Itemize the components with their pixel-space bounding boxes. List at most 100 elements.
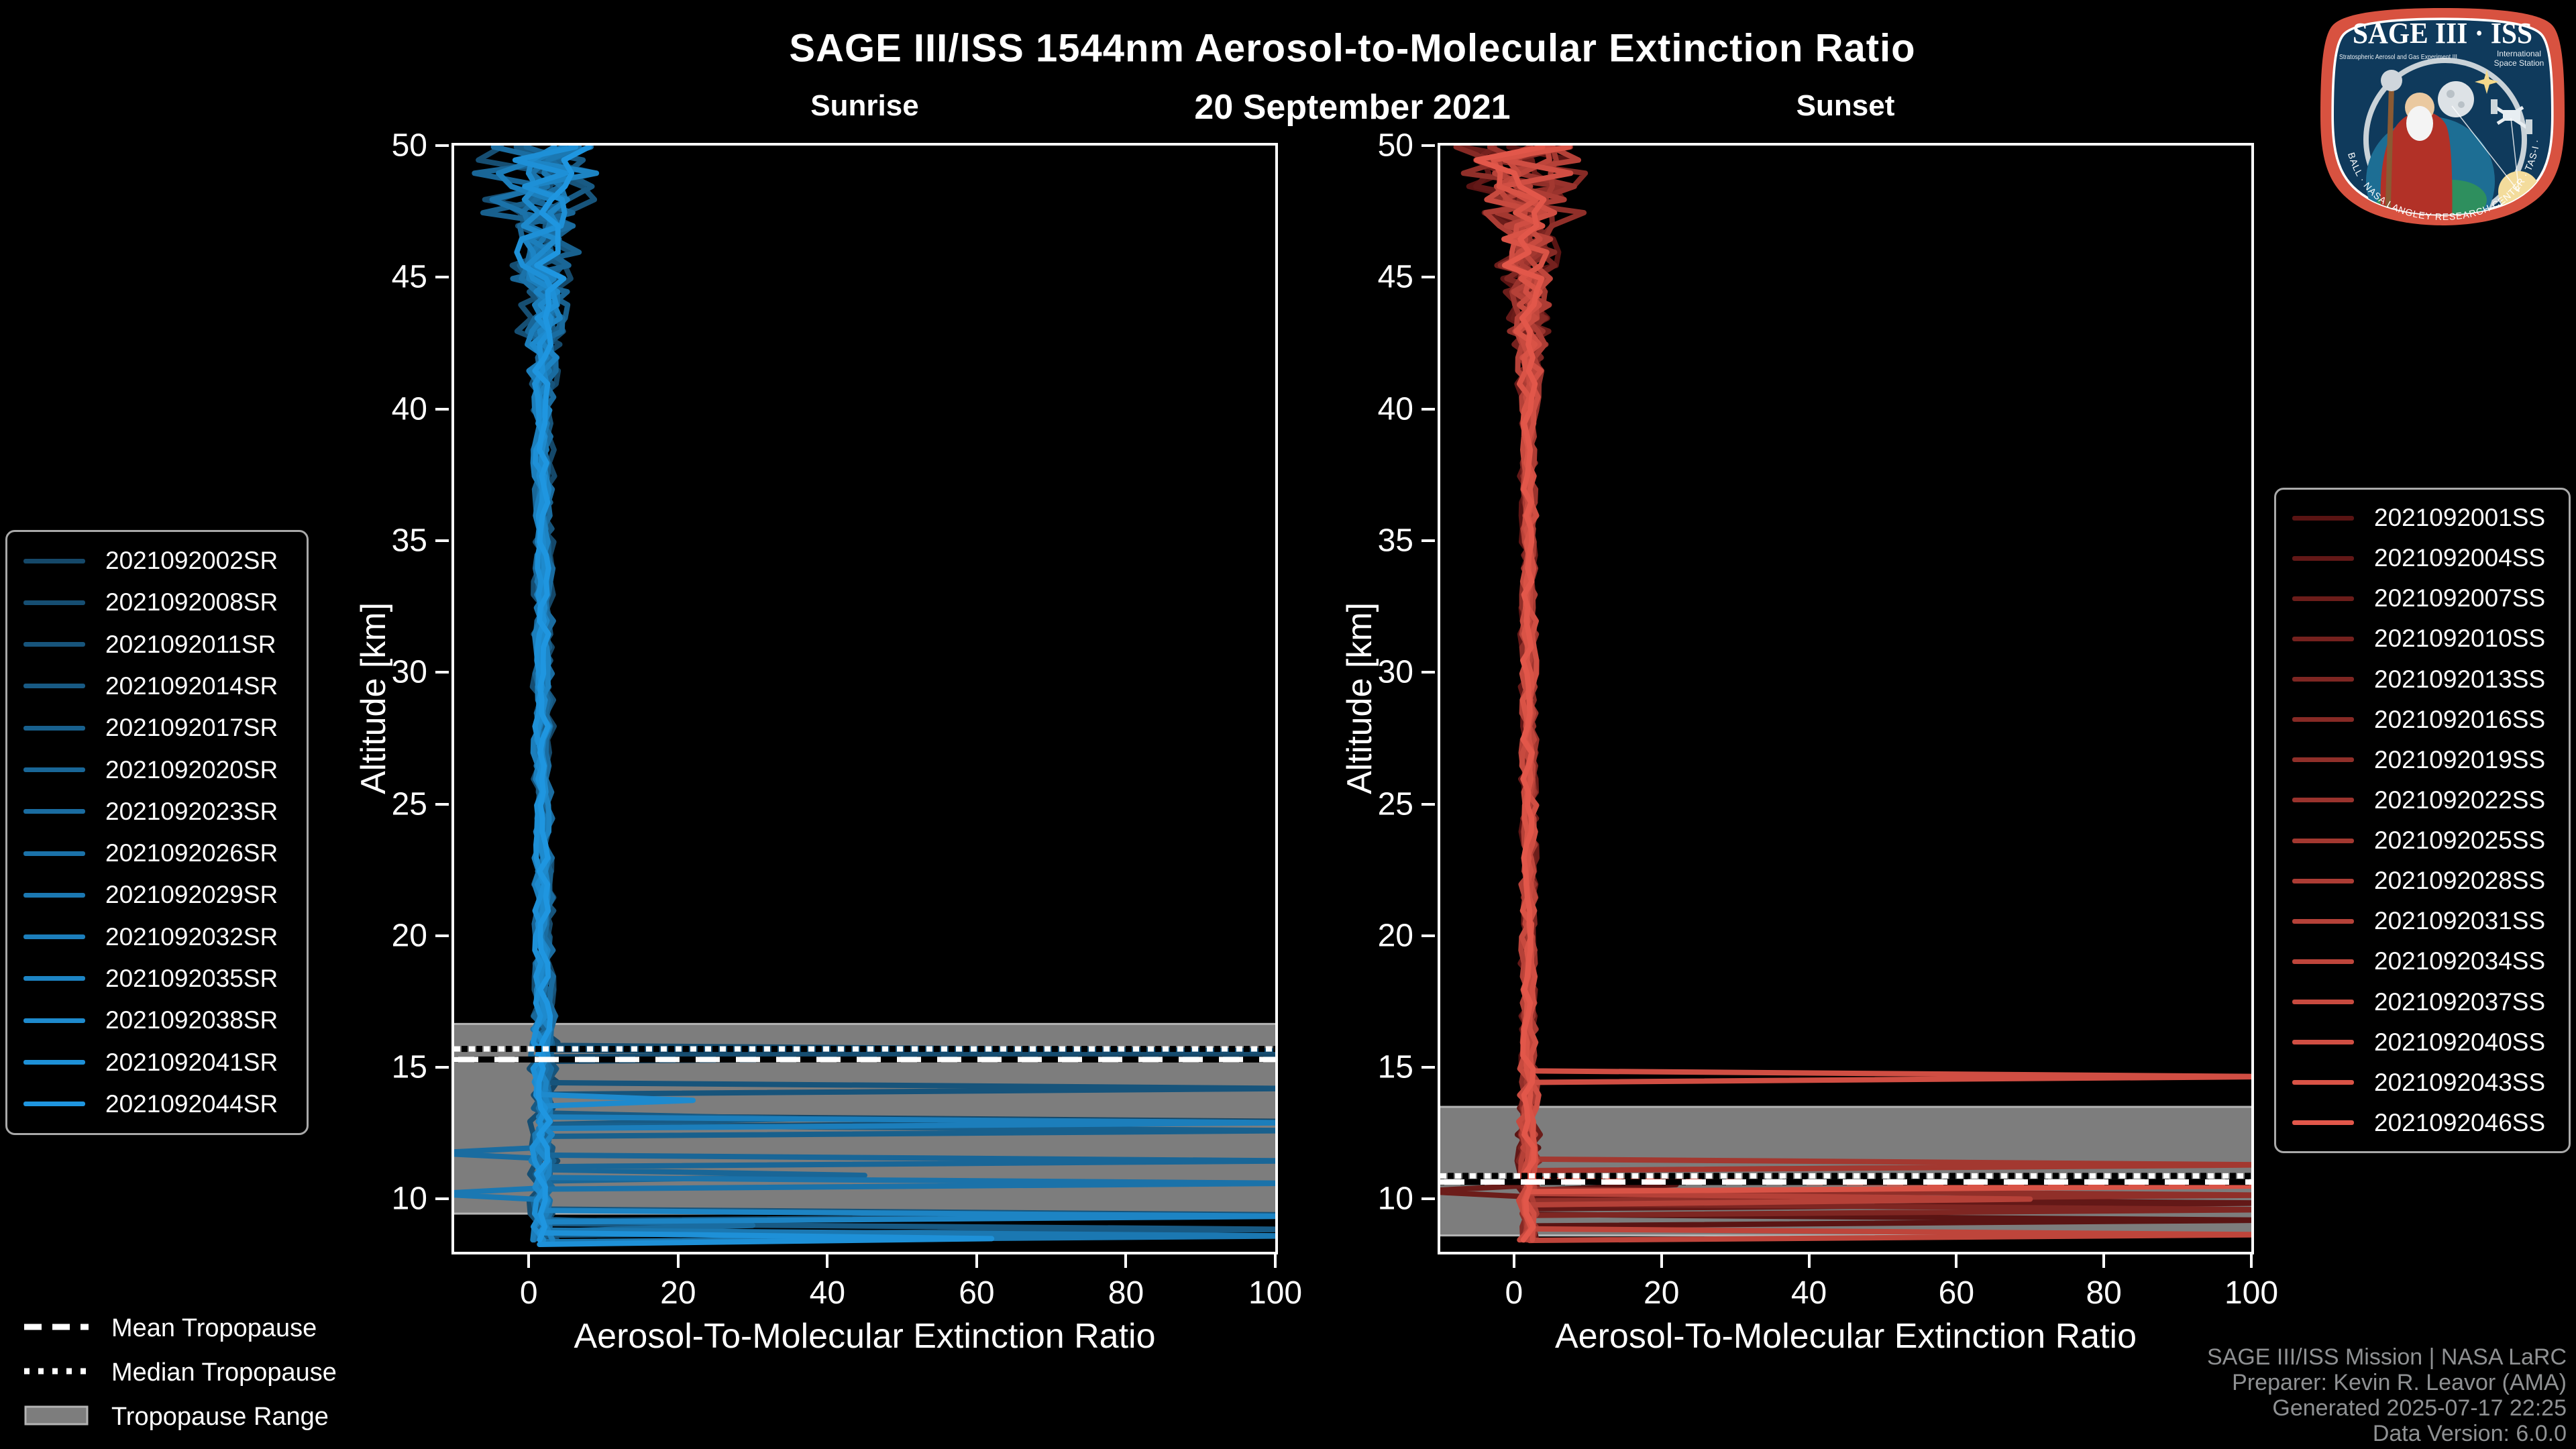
legend-item: 2021092041SR: [7, 1049, 307, 1077]
panel-sunrise-plot: [454, 146, 1275, 1247]
legend-item: 2021092035SR: [7, 965, 307, 993]
logo-subtitle-right-2: Space Station: [2494, 58, 2544, 68]
y-tick-label: 25: [1377, 786, 1413, 822]
panel-sunset-plot: [1440, 146, 2251, 1244]
y-tick-label: 15: [1377, 1049, 1413, 1085]
legend-item-label: 2021092022SS: [2374, 786, 2546, 814]
legend-item-label: 2021092026SR: [105, 839, 278, 867]
y-tick: [435, 407, 449, 411]
profile-line-2021092007SS: [1440, 146, 1566, 1243]
legend-line-swatch: [23, 767, 85, 773]
legend-item: 2021092025SS: [2276, 826, 2569, 855]
y-tick-label: 45: [391, 259, 427, 295]
x-tick-label: 60: [959, 1275, 995, 1311]
legend-line-swatch: [2292, 1120, 2354, 1126]
legend-item: 2021092019SS: [2276, 746, 2569, 774]
y-tick: [1421, 144, 1435, 147]
tropopause-legend: Mean Tropopause Median Tropopause Tropopau…: [24, 1313, 337, 1432]
legend-item: 2021092028SS: [2276, 867, 2569, 895]
sunset-profiles: [1440, 146, 2251, 1244]
legend-line-swatch: [23, 600, 85, 605]
footer-line: Data Version: 6.0.0: [2372, 1421, 2567, 1446]
x-axis-label-sunrise: Aerosol-To-Molecular Extinction Ratio: [574, 1317, 1156, 1356]
y-tick-label: 20: [1377, 918, 1413, 954]
legend-item: 2021092044SR: [7, 1090, 307, 1118]
logo-orbit-ring-icon: [2363, 58, 2527, 215]
legend-item-label: 2021092001SS: [2374, 504, 2546, 532]
legend-item-label: 2021092020SR: [105, 755, 278, 784]
footer-credits: SAGE III/ISS Mission | NASA LaRC Preparer…: [2207, 1344, 2567, 1446]
legend-line-swatch: [2292, 757, 2354, 763]
y-tick: [1421, 276, 1435, 279]
y-tick-label: 50: [1377, 127, 1413, 164]
legend-line-swatch: [23, 1018, 85, 1023]
legend-item-label: 2021092019SS: [2374, 745, 2546, 773]
y-tick: [1421, 671, 1435, 674]
legend-item: 2021092014SR: [7, 672, 307, 700]
x-tick-label: 40: [809, 1275, 846, 1311]
legend-item-label: 2021092031SS: [2374, 907, 2546, 935]
x-tick: [527, 1254, 531, 1268]
y-tick-label: 10: [1377, 1181, 1413, 1217]
legend-line-swatch: [2292, 838, 2354, 843]
x-tick-label: 20: [660, 1275, 696, 1311]
y-axis-label-sunrise: Altitude [km]: [354, 602, 393, 795]
legend-line-swatch: [23, 934, 85, 940]
legend-line-swatch: [2292, 918, 2354, 924]
tropopause-legend-item: Tropopause Range: [24, 1402, 337, 1432]
legend-item-label: 2021092023SR: [105, 797, 278, 825]
legend-item-label: 2021092004SS: [2374, 544, 2546, 572]
legend-item: 2021092043SS: [2276, 1069, 2569, 1097]
dashed-swatch-icon: [24, 1317, 89, 1340]
legend-item-label: 2021092013SS: [2374, 665, 2546, 693]
band-swatch-icon: [24, 1405, 89, 1429]
x-tick: [1124, 1254, 1128, 1268]
y-tick: [435, 276, 449, 279]
legend-item-label: 2021092014SR: [105, 672, 278, 700]
logo-subtitle-right-1: International: [2497, 49, 2541, 58]
sunrise-profiles: [454, 146, 1275, 1247]
panel-title-sunrise: Sunrise: [810, 89, 919, 122]
x-tick-label: 0: [1505, 1275, 1523, 1311]
legend-line-swatch: [23, 684, 85, 689]
legend-item: 2021092023SR: [7, 798, 307, 826]
profile-line-2021092040SS: [1499, 146, 2251, 1243]
figure-title: SAGE III/ISS 1544nm Aerosol-to-Molecular…: [789, 26, 1916, 70]
legend-line-swatch: [2292, 555, 2354, 561]
y-tick-label: 15: [391, 1049, 427, 1085]
legend-item: 2021092013SS: [2276, 665, 2569, 694]
profile-line-2021092046SS: [1474, 146, 1547, 1243]
legend-line-swatch: [23, 1060, 85, 1065]
tropopause-legend-item: Median Tropopause: [24, 1358, 337, 1387]
x-tick: [1512, 1254, 1515, 1268]
tropopause-legend-item: Mean Tropopause: [24, 1313, 337, 1343]
y-tick: [1421, 1066, 1435, 1069]
dotted-swatch-icon: [24, 1361, 89, 1385]
legend-item: 2021092032SR: [7, 923, 307, 951]
y-tick: [1421, 934, 1435, 937]
legend-line-swatch: [23, 892, 85, 898]
x-tick-label: 40: [1790, 1275, 1827, 1311]
footer-line: Generated 2025-07-17 22:25: [2272, 1395, 2567, 1421]
y-tick: [1421, 1197, 1435, 1201]
x-tick: [2250, 1254, 2253, 1268]
legend-line-swatch: [2292, 959, 2354, 964]
legend-item: 2021092011SR: [7, 631, 307, 659]
legend-item-label: 2021092011SR: [105, 630, 276, 658]
legend-item: 2021092002SR: [7, 547, 307, 575]
x-tick-label: 20: [1644, 1275, 1680, 1311]
legend-line-swatch: [2292, 677, 2354, 682]
legend-line-swatch: [2292, 596, 2354, 601]
y-tick-label: 25: [391, 786, 427, 822]
legend-item-label: 2021092046SS: [2374, 1108, 2546, 1136]
legend-sunrise: 2021092002SR 2021092008SR 2021092011SR 2021…: [5, 530, 309, 1135]
legend-item: 2021092040SS: [2276, 1028, 2569, 1057]
legend-line-swatch: [23, 1102, 85, 1107]
legend-line-swatch: [2292, 878, 2354, 883]
tropopause-legend-label: Tropopause Range: [111, 1402, 329, 1431]
legend-sunrise-items: 2021092002SR 2021092008SR 2021092011SR 2021…: [7, 540, 307, 1125]
legend-item: 2021092010SS: [2276, 625, 2569, 653]
y-axis-label-sunset: Altitude [km]: [1340, 602, 1379, 795]
y-tick: [1421, 539, 1435, 542]
